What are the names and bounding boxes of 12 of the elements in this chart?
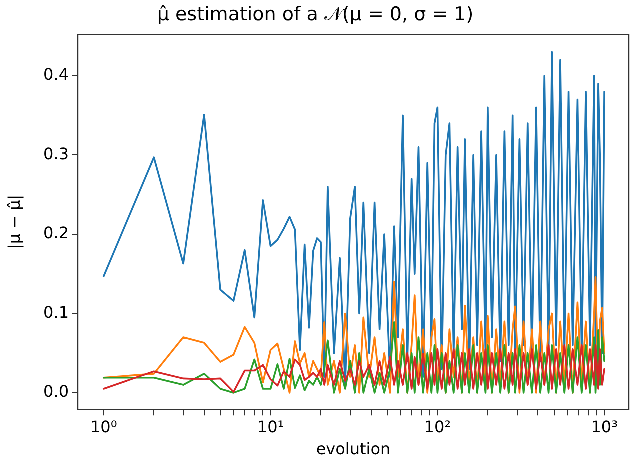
x-tick-label: 10¹ [257, 417, 284, 436]
x-tick-label: 10³ [591, 417, 618, 436]
y-axis-title: |μ − μ̂| [4, 194, 24, 250]
y-tick-label: 0.0 [44, 382, 69, 402]
x-axis-title: evolution [316, 440, 391, 459]
y-tick-label: 0.2 [44, 224, 69, 243]
x-tick-label: 10⁰ [90, 417, 118, 436]
y-tick-label: 0.1 [44, 302, 69, 322]
y-tick-label: 0.3 [44, 144, 69, 164]
x-tick-label: 10² [424, 417, 452, 436]
y-tick-label: 0.4 [44, 65, 69, 84]
chart-title: μ̂ estimation of a 𝒩(μ = 0, σ = 1) [157, 3, 474, 26]
